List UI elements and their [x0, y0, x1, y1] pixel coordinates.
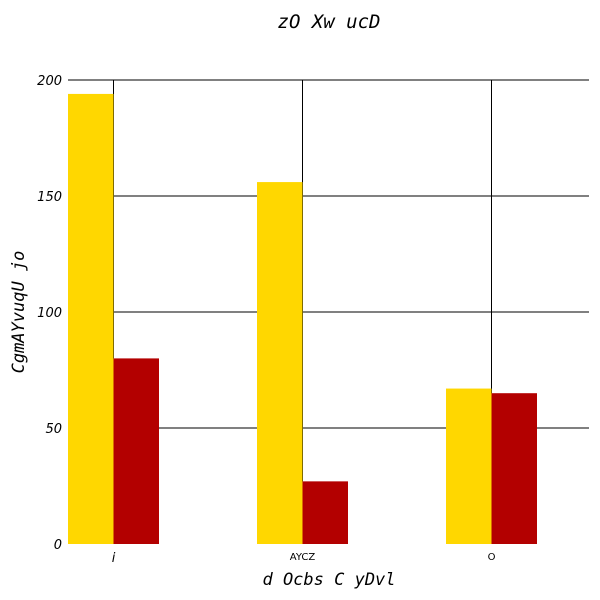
- x-tick-label: i: [112, 551, 116, 566]
- bar-series-1-O: [446, 389, 492, 544]
- bar-series-2-O: [492, 393, 538, 544]
- bar-series-1-AYCZ: [257, 182, 303, 544]
- y-tick-label: 150: [37, 190, 62, 205]
- x-tick-label: O: [488, 552, 496, 563]
- x-axis-label: d Ocbs C yDvl: [262, 570, 395, 590]
- bar-series-2-i: [114, 358, 160, 544]
- y-tick-label: 50: [45, 422, 62, 437]
- y-axis-label: CgmAYvuqU jo: [9, 251, 29, 374]
- x-tick-labels: i AYCZ O: [112, 551, 496, 566]
- y-tick-labels: 0 50 100 150 200: [37, 74, 62, 553]
- y-tick-label: 0: [54, 538, 62, 553]
- y-tick-label: 100: [37, 306, 62, 321]
- x-tick-label: AYCZ: [290, 552, 316, 563]
- bar-series-2-AYCZ: [303, 481, 349, 544]
- chart-title: zO Xw ucD: [278, 11, 381, 33]
- bar-series-1-i: [68, 94, 114, 544]
- y-tick-label: 200: [37, 74, 62, 89]
